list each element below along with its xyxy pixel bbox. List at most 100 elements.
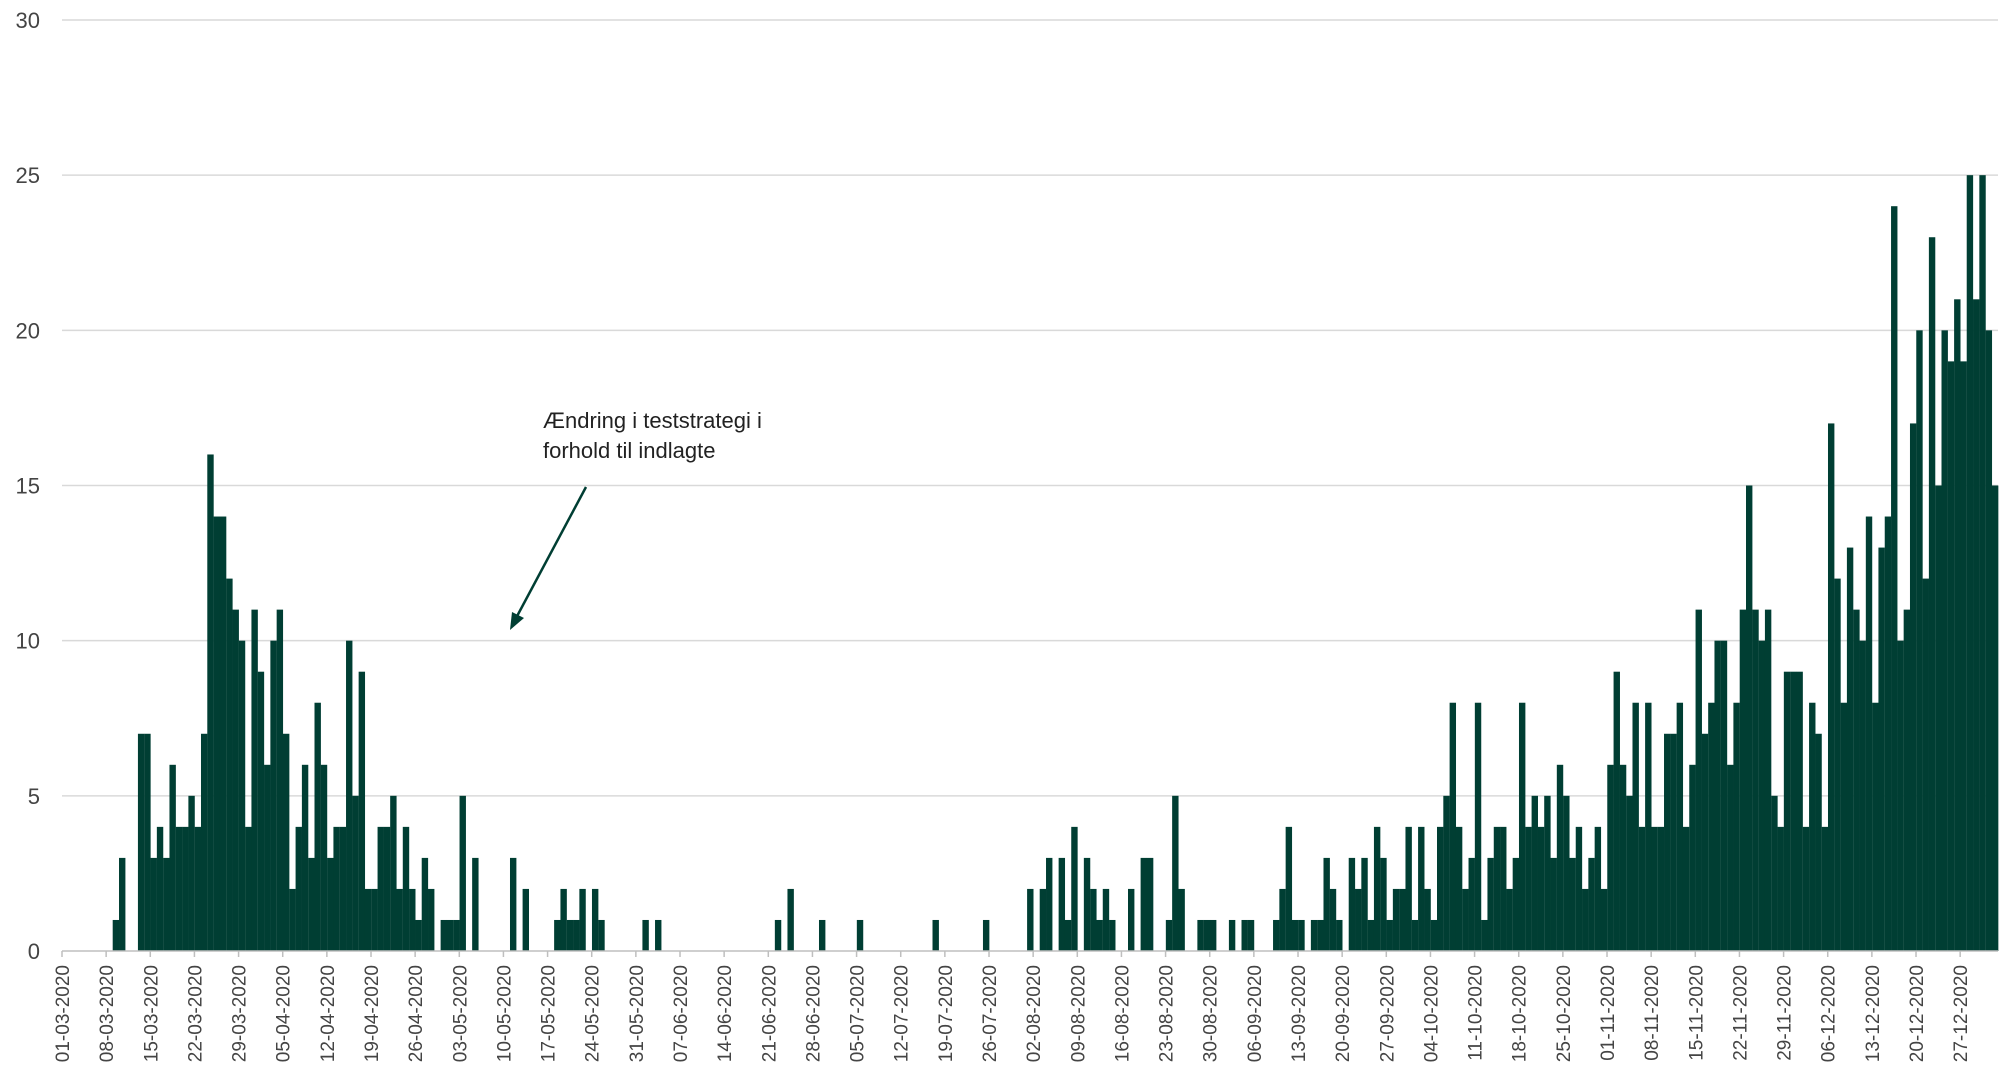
- bar: [982, 919, 990, 951]
- bar: [1746, 485, 1753, 951]
- annotation-arrowhead: [510, 612, 524, 630]
- bar: [1386, 919, 1393, 951]
- bar: [1146, 857, 1154, 951]
- x-tick-label: 23-08-2020: [1157, 965, 1178, 1062]
- bar: [1279, 888, 1286, 951]
- bar: [245, 826, 252, 951]
- bar: [232, 609, 239, 951]
- bar: [1544, 795, 1551, 951]
- bar: [383, 826, 391, 951]
- bar: [1613, 671, 1620, 951]
- bar: [1720, 640, 1728, 951]
- bar: [459, 795, 466, 951]
- y-axis-ticks: 0 5 10 15 20 25 30: [16, 8, 40, 964]
- bar: [1090, 888, 1097, 951]
- bar: [1355, 888, 1362, 951]
- x-tick-label: 27-09-2020: [1377, 965, 1398, 1062]
- bar: [1437, 826, 1444, 951]
- y-tick-label: 10: [16, 629, 40, 654]
- y-tick-label: 20: [16, 318, 40, 343]
- bar: [1916, 330, 1923, 952]
- bar: [1758, 640, 1766, 951]
- bar: [472, 857, 479, 951]
- bar: [1947, 361, 1955, 951]
- bar: [1525, 826, 1532, 951]
- bar: [1928, 237, 1936, 952]
- bar: [1632, 702, 1639, 951]
- x-tick-label: 08-11-2020: [1642, 965, 1663, 1061]
- bar: [1418, 826, 1425, 951]
- bar: [1607, 764, 1614, 951]
- bar: [1329, 888, 1337, 951]
- bar: [579, 888, 586, 951]
- bar: [818, 919, 826, 951]
- bar: [390, 795, 397, 951]
- bar: [1462, 888, 1469, 951]
- bar: [1039, 888, 1047, 951]
- bar: [1083, 857, 1091, 951]
- bar: [1058, 857, 1066, 951]
- bar: [1443, 795, 1450, 951]
- bar: [1102, 888, 1110, 951]
- bar: [1954, 299, 1961, 951]
- x-tick-label: 20-12-2020: [1907, 965, 1928, 1062]
- bar: [1506, 888, 1513, 951]
- annotation-line-2: forhold til indlagte: [543, 438, 715, 463]
- bar: [1071, 826, 1078, 951]
- x-tick-label: 11-10-2020: [1466, 965, 1487, 1061]
- x-tick-label: 15-11-2020: [1686, 965, 1707, 1061]
- x-tick-label: 04-10-2020: [1421, 965, 1442, 1062]
- x-tick-label: 22-03-2020: [185, 965, 206, 1062]
- bar: [402, 826, 410, 951]
- bar: [1027, 888, 1034, 951]
- x-tick-label: 12-04-2020: [318, 965, 339, 1062]
- bar: [1777, 826, 1784, 951]
- bar: [1317, 919, 1324, 951]
- bar: [1575, 826, 1583, 951]
- x-tick-label: 12-07-2020: [892, 965, 913, 1062]
- bar: [1809, 702, 1816, 951]
- bar: [1291, 919, 1299, 951]
- bar: [1285, 826, 1293, 951]
- x-tick-label: 29-11-2020: [1775, 965, 1796, 1061]
- bar: [1481, 919, 1488, 951]
- bar: [1966, 175, 1974, 952]
- bar: [1657, 826, 1665, 951]
- x-tick-label: 07-06-2020: [671, 965, 692, 1062]
- bar: [1682, 826, 1690, 951]
- bar: [1493, 826, 1501, 951]
- x-tick-label: 08-03-2020: [97, 965, 118, 1062]
- bar: [1859, 640, 1866, 951]
- x-tick-label: 28-06-2020: [803, 965, 824, 1062]
- x-axis: 01-03-2020 08-03-2020 15-03-2020 22-03-2020…: [53, 950, 1998, 1062]
- bar: [308, 857, 315, 951]
- x-tick-label: 03-05-2020: [450, 965, 471, 1062]
- bar: [1909, 423, 1917, 951]
- bar: [655, 919, 662, 951]
- bar: [188, 795, 195, 951]
- bar: [1588, 857, 1595, 951]
- bar: [295, 826, 302, 951]
- bar: [175, 826, 183, 951]
- x-tick-label: 09-08-2020: [1068, 965, 1089, 1062]
- bar: [1046, 857, 1053, 951]
- bar: [1405, 826, 1412, 951]
- bar: [774, 919, 782, 951]
- bar: [1676, 702, 1684, 951]
- bar: [1228, 919, 1236, 951]
- bar: [1550, 857, 1557, 951]
- bar: [409, 888, 416, 951]
- bar: [396, 888, 403, 951]
- y-tick-label: 25: [16, 163, 40, 188]
- bar: [1771, 795, 1778, 951]
- bar: [573, 919, 580, 951]
- bar: [1361, 857, 1368, 951]
- bar: [194, 826, 202, 951]
- bar: [1140, 857, 1148, 951]
- bar: [1708, 702, 1715, 951]
- annotation-line-1: Ændring i teststrategi i: [543, 408, 762, 433]
- bar: [219, 516, 227, 951]
- x-tick-label: 17-05-2020: [539, 965, 560, 1062]
- bar: [1531, 795, 1538, 951]
- bar: [1840, 702, 1847, 951]
